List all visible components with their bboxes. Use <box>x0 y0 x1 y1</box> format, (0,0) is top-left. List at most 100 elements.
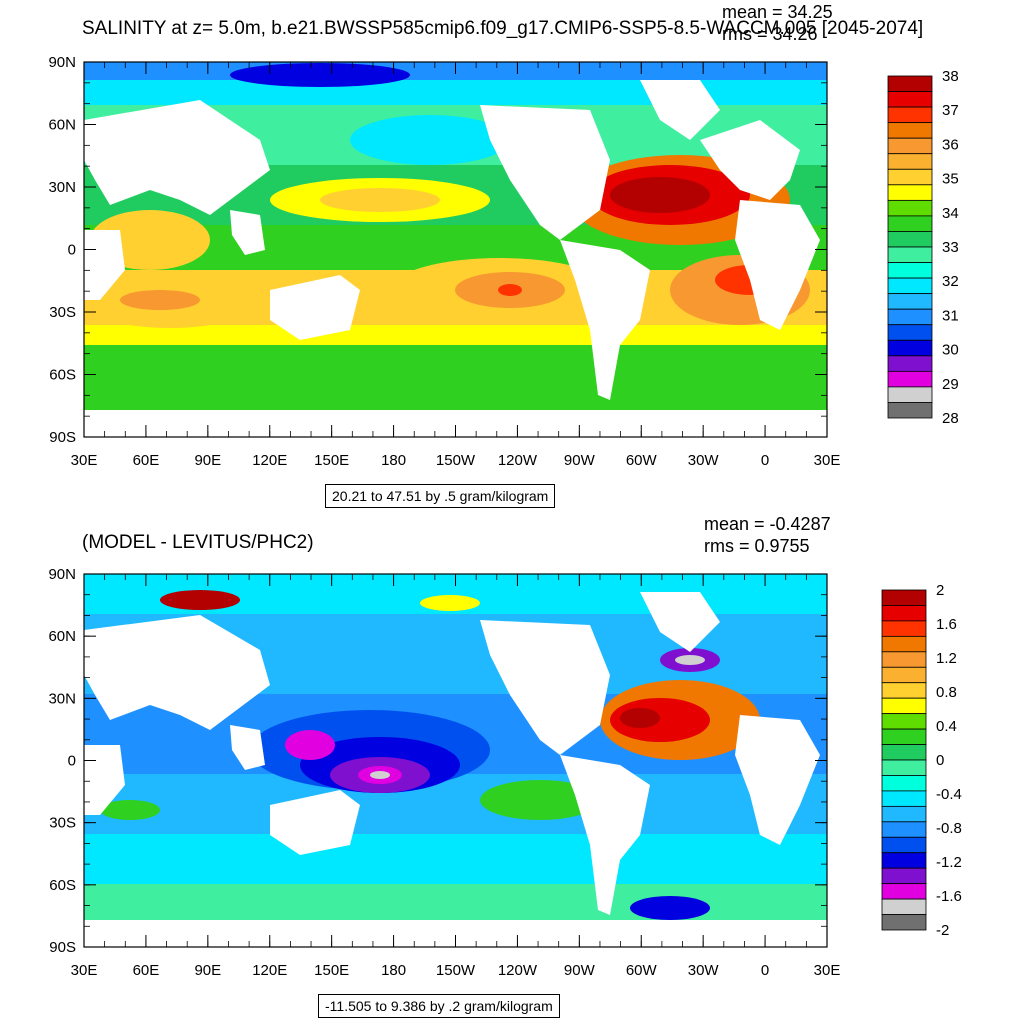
colorbar-label: 38 <box>942 68 959 85</box>
colorbar-swatch <box>881 775 927 792</box>
colorbar-swatch <box>887 355 933 372</box>
bottom-map-rms: rms = 0.9755 <box>704 536 810 556</box>
colorbar-swatch <box>887 246 933 263</box>
bottom-map-title: (MODEL - LEVITUS/PHC2) <box>82 532 314 553</box>
colorbar-label: 0 <box>936 752 944 769</box>
lon-tick-label: 150E <box>314 452 349 469</box>
colorbar-swatch <box>887 370 933 388</box>
colorbar-label: 34 <box>942 205 959 222</box>
lon-tick-label: 120E <box>252 962 287 979</box>
colorbar-label: 32 <box>942 273 959 290</box>
lon-tick-label: 180 <box>381 962 406 979</box>
bottom-map-mean: mean = -0.4287 <box>704 514 831 534</box>
lat-tick-label: 90N <box>48 54 76 71</box>
lon-tick-label: 150W <box>436 452 476 469</box>
colorbar-swatch <box>881 635 927 653</box>
top-map-rms: rms = 34.26 <box>722 24 818 44</box>
colorbar-swatch <box>881 605 927 622</box>
top-map-range-label: 20.21 to 47.51 by .5 gram/kilogram <box>325 484 556 508</box>
colorbar-swatch <box>887 153 933 170</box>
lat-tick-label: 90N <box>48 566 76 583</box>
colorbar-swatch <box>881 666 927 684</box>
colorbar-swatch <box>881 867 927 885</box>
lon-tick-label: 60W <box>626 452 658 469</box>
colorbar-swatch <box>881 821 927 838</box>
colorbar-swatch <box>887 75 933 92</box>
bottom-map: 90N 60N 30N 0 30S 60S 90S 30E 60E 90E 120E 150E 180… <box>48 566 961 979</box>
colorbar-swatch <box>881 759 927 776</box>
lon-tick-label: 120W <box>498 452 538 469</box>
colorbar-label: -0.8 <box>936 820 962 837</box>
top-map-lat-labels: 90N 60N 30N 0 30S 60S 90S <box>48 54 76 446</box>
colorbar-swatch <box>881 697 927 715</box>
lon-tick-label: 150W <box>436 962 476 979</box>
colorbar-swatch <box>887 122 933 139</box>
lon-tick-label: 30E <box>71 962 98 979</box>
colorbar-label: 36 <box>942 136 959 153</box>
top-map-axis-ticks <box>83 61 828 438</box>
lon-tick-label: 30W <box>688 452 720 469</box>
lon-tick-label: 30E <box>814 452 841 469</box>
lon-tick-label: 30E <box>71 452 98 469</box>
lon-tick-label: 90E <box>194 962 221 979</box>
colorbar-label: 1.2 <box>936 650 957 667</box>
colorbar-swatch <box>881 805 927 823</box>
lat-tick-label: 60S <box>49 367 76 384</box>
lon-tick-label: 60E <box>133 452 160 469</box>
colorbar-swatch <box>887 199 933 217</box>
colorbar-swatch <box>887 137 933 155</box>
colorbar-label: 35 <box>942 171 959 188</box>
bottom-map-range-label: -11.505 to 9.386 by .2 gram/kilogram <box>318 994 560 1018</box>
colorbar-swatch <box>881 883 927 900</box>
lon-tick-label: 60E <box>133 962 160 979</box>
lat-tick-label: 30N <box>48 179 76 196</box>
lon-tick-label: 0 <box>761 962 769 979</box>
colorbar-swatch <box>887 277 933 295</box>
colorbar-swatch <box>887 168 933 186</box>
top-map-mean: mean = 34.25 <box>722 2 833 22</box>
lon-tick-label: 90E <box>194 452 221 469</box>
colorbar-label: -2 <box>936 922 949 939</box>
colorbar-swatch <box>881 852 927 869</box>
lat-tick-label: 60N <box>48 628 76 645</box>
colorbar-label: 28 <box>942 410 959 427</box>
lat-tick-label: 0 <box>68 242 76 259</box>
colorbar-swatch <box>887 231 933 248</box>
bottom-colorbar: 2 1.6 1.2 0.8 0.4 0 -0.4 -0.8 -1.2 -1.6 -2 <box>881 582 962 939</box>
bottom-map-lon-labels: 30E 60E 90E 120E 150E 180 150W 120W 90W 60W 30W 0 30… <box>71 962 841 979</box>
lat-tick-label: 30N <box>48 690 76 707</box>
colorbar-label: 0.4 <box>936 718 957 735</box>
colorbar-label: 2 <box>936 582 944 599</box>
lat-tick-label: 90S <box>49 939 76 956</box>
colorbar-label: -0.4 <box>936 786 962 803</box>
lat-tick-label: 0 <box>68 753 76 770</box>
colorbar-label: 0.8 <box>936 684 957 701</box>
colorbar-swatch <box>887 262 933 279</box>
colorbar-swatch <box>887 386 933 403</box>
colorbar-label: 37 <box>942 102 959 119</box>
lon-tick-label: 150E <box>314 962 349 979</box>
lat-tick-label: 30S <box>49 815 76 832</box>
colorbar-swatch <box>881 713 927 730</box>
lat-tick-label: 90S <box>49 429 76 446</box>
bottom-map-field <box>84 574 827 947</box>
lon-tick-label: 180 <box>381 452 406 469</box>
lon-tick-label: 90W <box>564 962 596 979</box>
colorbar-swatch <box>881 790 927 807</box>
lon-tick-label: 0 <box>761 452 769 469</box>
colorbar-swatch <box>881 589 927 606</box>
colorbar-label: 30 <box>942 342 959 359</box>
lon-tick-label: 120E <box>252 452 287 469</box>
colorbar-swatch <box>887 402 933 419</box>
colorbar-label: 1.6 <box>936 616 957 633</box>
lon-tick-label: 30E <box>814 962 841 979</box>
colorbar-swatch <box>881 898 927 915</box>
colorbar-label: 29 <box>942 376 959 393</box>
colorbar-swatch <box>881 836 927 854</box>
top-colorbar: 38 37 36 35 34 33 32 31 30 29 28 <box>887 68 959 427</box>
colorbar-label: -1.2 <box>936 854 962 871</box>
colorbar-swatch <box>881 651 927 668</box>
colorbar-swatch <box>887 91 933 108</box>
top-map-title: SALINITY at z= 5.0m, b.e21.BWSSP585cmip6… <box>82 18 924 39</box>
